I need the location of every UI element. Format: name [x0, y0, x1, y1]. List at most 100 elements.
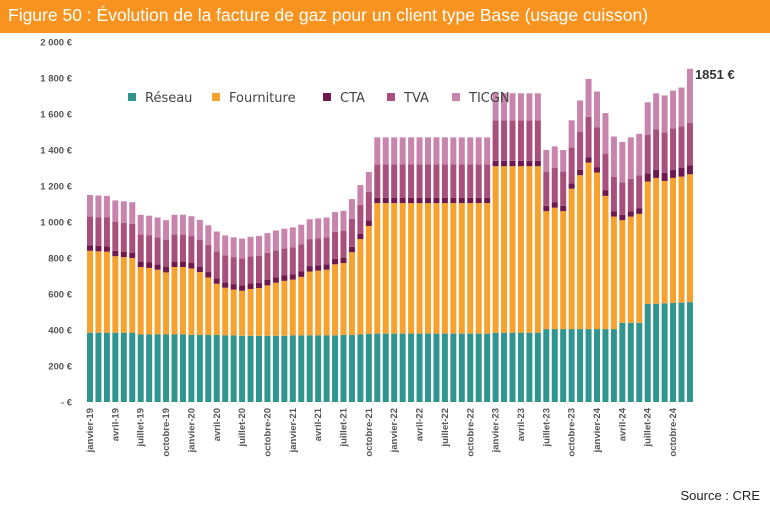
bar-segment-cta: [585, 157, 592, 163]
x-tick-label: janvier-21: [288, 407, 299, 453]
bar-segment-fourniture: [365, 225, 372, 334]
bar-segment-cta: [256, 282, 262, 289]
bar-segment-cta: [509, 160, 516, 167]
x-tick-label: juillet-23: [541, 408, 552, 448]
bar-segment-cta: [543, 205, 550, 212]
bar-segment-cta: [289, 274, 296, 280]
bar-segment-fourniture: [332, 264, 339, 336]
bar-segment-fourniture: [627, 216, 634, 323]
bar-segment-fourniture: [374, 203, 381, 334]
bar-segment-rseau: [441, 333, 448, 402]
bar-segment-cta: [399, 197, 406, 204]
bar-segment-fourniture: [137, 267, 144, 335]
bar-segment-tva: [585, 116, 592, 158]
bar-segment-fourniture: [179, 267, 186, 335]
bar-segment-cta: [450, 197, 457, 204]
bar-segment-cta: [441, 197, 448, 204]
bar-segment-tva: [686, 123, 693, 166]
bar-segment-tva: [627, 178, 634, 212]
bar-segment-tva: [315, 238, 322, 266]
bar-segment-tva: [154, 237, 161, 265]
bar-segment-tva: [441, 164, 448, 198]
bar-segment-rseau: [509, 332, 516, 402]
bar-segment-rseau: [636, 322, 643, 402]
bar-segment-tva: [517, 120, 524, 161]
bar-segment-tva: [534, 120, 541, 161]
legend-label: CTA: [340, 91, 365, 106]
bar-segment-tva: [230, 257, 237, 285]
bar-segment-tva: [289, 247, 296, 275]
bar-segment-ticgn: [450, 137, 457, 165]
bar-segment-tva: [526, 120, 533, 161]
bar-segment-cta: [163, 267, 170, 273]
y-tick-label: 1 800 €: [40, 74, 72, 85]
bar-segment-rseau: [467, 333, 474, 402]
bar-segment-cta: [348, 246, 355, 253]
bar-segment-rseau: [196, 335, 203, 402]
bar-segment-cta: [492, 160, 499, 167]
legend-label: TVA: [403, 91, 429, 106]
bar-segment-cta: [619, 214, 626, 221]
bar-segment-rseau: [568, 329, 575, 402]
bar-segment-tva: [602, 153, 609, 191]
bar-segment-fourniture: [281, 280, 288, 336]
bar-segment-rseau: [247, 335, 254, 402]
bar-segment-fourniture: [112, 256, 119, 333]
bar-segment-cta: [365, 220, 372, 226]
bar-segment-ticgn: [627, 137, 634, 179]
bar-segment-fourniture: [492, 166, 499, 333]
bar-segment-rseau: [289, 335, 296, 402]
bar-segment-fourniture: [306, 271, 313, 336]
legend-swatch: [212, 93, 220, 101]
bar-segment-fourniture: [458, 203, 465, 334]
bar-segment-cta: [357, 233, 364, 240]
bar-segment-rseau: [374, 333, 381, 402]
bar-segment-rseau: [610, 329, 617, 402]
bar-segment-ticgn: [306, 219, 313, 240]
bar-segment-ticgn: [543, 150, 550, 172]
bar-segment-ticgn: [391, 137, 398, 165]
bar-segment-rseau: [670, 303, 677, 402]
x-tick-label: juillet-20: [237, 408, 248, 448]
bar-segment-tva: [458, 164, 465, 198]
bar-segment-cta: [661, 172, 668, 181]
figure-header: Figure 50 : Évolution de la facture de g…: [0, 0, 770, 33]
x-tick-label: avril-24: [617, 407, 628, 441]
legend-swatch: [452, 93, 460, 101]
bar-segment-fourniture: [298, 276, 305, 336]
bar-segment-rseau: [323, 335, 330, 402]
bar-segment-ticgn: [492, 93, 499, 121]
x-tick-label: avril-23: [516, 408, 527, 441]
x-tick-label: janvier-22: [389, 408, 400, 453]
x-tick-label: juillet-19: [136, 408, 147, 448]
legend-swatch: [323, 93, 331, 101]
bar-segment-ticgn: [289, 227, 296, 248]
bar-segment-rseau: [272, 335, 279, 402]
bar-segment-fourniture: [560, 211, 567, 330]
bar-segment-tva: [281, 248, 288, 276]
bar-segment-tva: [382, 164, 389, 198]
bar-segment-tva: [120, 222, 127, 252]
bar-segment-tva: [239, 258, 246, 286]
bar-segment-rseau: [188, 335, 195, 402]
bar-segment-fourniture: [653, 177, 660, 304]
y-tick-label: 400 €: [48, 326, 72, 337]
bar-segment-ticgn: [146, 215, 153, 236]
bar-segment-rseau: [205, 335, 212, 402]
bar-segment-tva: [560, 171, 567, 206]
bar-segment-tva: [247, 256, 254, 284]
bar-segment-cta: [382, 197, 389, 204]
bar-segment-ticgn: [585, 78, 592, 117]
legend-label: TICGN: [468, 91, 510, 106]
bar-segment-tva: [146, 235, 153, 263]
bar-segment-fourniture: [484, 203, 491, 334]
x-tick-label: juillet-22: [440, 408, 451, 448]
source-note: Source : CRE: [680, 488, 760, 503]
bar-segment-ticgn: [95, 195, 102, 218]
bar-segment-ticgn: [188, 216, 195, 237]
bar-segment-fourniture: [416, 203, 423, 334]
bar-segment-ticgn: [103, 195, 110, 218]
bar-segment-rseau: [450, 333, 457, 402]
x-tick-label: juillet-24: [643, 407, 654, 447]
bar-segment-rseau: [120, 332, 127, 402]
